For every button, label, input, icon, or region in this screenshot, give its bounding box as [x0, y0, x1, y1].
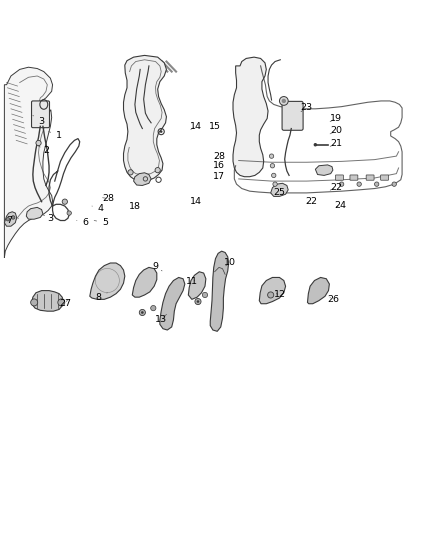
Text: 10: 10 [224, 259, 236, 268]
Text: 14: 14 [190, 122, 202, 131]
Circle shape [31, 299, 38, 306]
Text: 24: 24 [335, 201, 347, 209]
Text: 3: 3 [43, 214, 53, 223]
Circle shape [155, 167, 160, 173]
Polygon shape [259, 278, 286, 304]
FancyBboxPatch shape [282, 101, 303, 130]
Circle shape [6, 217, 10, 221]
Text: 25: 25 [273, 189, 286, 197]
Circle shape [314, 143, 317, 147]
Text: 7: 7 [7, 216, 18, 225]
Text: 18: 18 [129, 201, 141, 211]
Text: 16: 16 [213, 161, 225, 170]
Text: 5: 5 [94, 218, 108, 227]
Circle shape [392, 182, 396, 187]
FancyBboxPatch shape [366, 175, 374, 180]
Text: 13: 13 [155, 314, 167, 324]
Polygon shape [90, 263, 125, 300]
FancyBboxPatch shape [336, 175, 343, 180]
Text: 22: 22 [330, 183, 343, 192]
Text: 12: 12 [274, 290, 286, 300]
Circle shape [202, 292, 208, 297]
Text: 15: 15 [208, 122, 221, 131]
Circle shape [128, 169, 133, 175]
Polygon shape [307, 278, 329, 304]
Text: 28: 28 [213, 151, 225, 160]
Circle shape [151, 305, 156, 311]
Polygon shape [271, 183, 288, 197]
Text: 26: 26 [327, 295, 339, 304]
Circle shape [269, 154, 274, 158]
Text: 14: 14 [190, 197, 202, 206]
Text: 21: 21 [330, 139, 343, 148]
Circle shape [197, 300, 199, 303]
Polygon shape [132, 59, 158, 73]
Circle shape [11, 216, 15, 219]
Polygon shape [134, 173, 151, 185]
Polygon shape [315, 165, 333, 175]
Polygon shape [210, 251, 229, 332]
Circle shape [36, 140, 41, 146]
Text: 19: 19 [330, 114, 343, 123]
Circle shape [62, 199, 67, 204]
Text: 20: 20 [330, 126, 343, 135]
Text: 8: 8 [95, 293, 107, 302]
Circle shape [268, 292, 274, 298]
Circle shape [357, 182, 361, 187]
Circle shape [58, 299, 65, 306]
Circle shape [273, 182, 277, 187]
Circle shape [272, 173, 276, 177]
Text: 27: 27 [59, 299, 71, 308]
Polygon shape [132, 268, 157, 297]
Circle shape [270, 164, 275, 168]
Polygon shape [4, 212, 17, 226]
Circle shape [141, 311, 144, 314]
Text: 1: 1 [49, 131, 62, 140]
Text: 3: 3 [33, 115, 45, 126]
Polygon shape [160, 278, 185, 330]
Polygon shape [188, 272, 206, 300]
Polygon shape [32, 290, 64, 311]
Text: 4: 4 [92, 204, 104, 213]
Polygon shape [233, 57, 268, 177]
Circle shape [139, 310, 145, 316]
Circle shape [195, 298, 201, 304]
Polygon shape [124, 55, 166, 181]
FancyBboxPatch shape [350, 175, 358, 180]
Circle shape [67, 211, 71, 215]
FancyBboxPatch shape [32, 101, 49, 128]
Circle shape [339, 182, 344, 187]
Polygon shape [4, 67, 53, 258]
Text: 9: 9 [152, 262, 162, 271]
Text: 6: 6 [77, 218, 88, 227]
Circle shape [279, 96, 288, 106]
Circle shape [282, 99, 286, 103]
Text: 22: 22 [305, 197, 317, 206]
Text: 23: 23 [300, 103, 313, 112]
Polygon shape [26, 207, 43, 219]
Circle shape [160, 130, 162, 133]
Text: 28: 28 [102, 194, 115, 203]
FancyBboxPatch shape [381, 175, 389, 180]
Text: 2: 2 [39, 146, 49, 155]
Circle shape [374, 182, 379, 187]
Text: 17: 17 [213, 172, 225, 181]
Text: 11: 11 [186, 277, 198, 286]
